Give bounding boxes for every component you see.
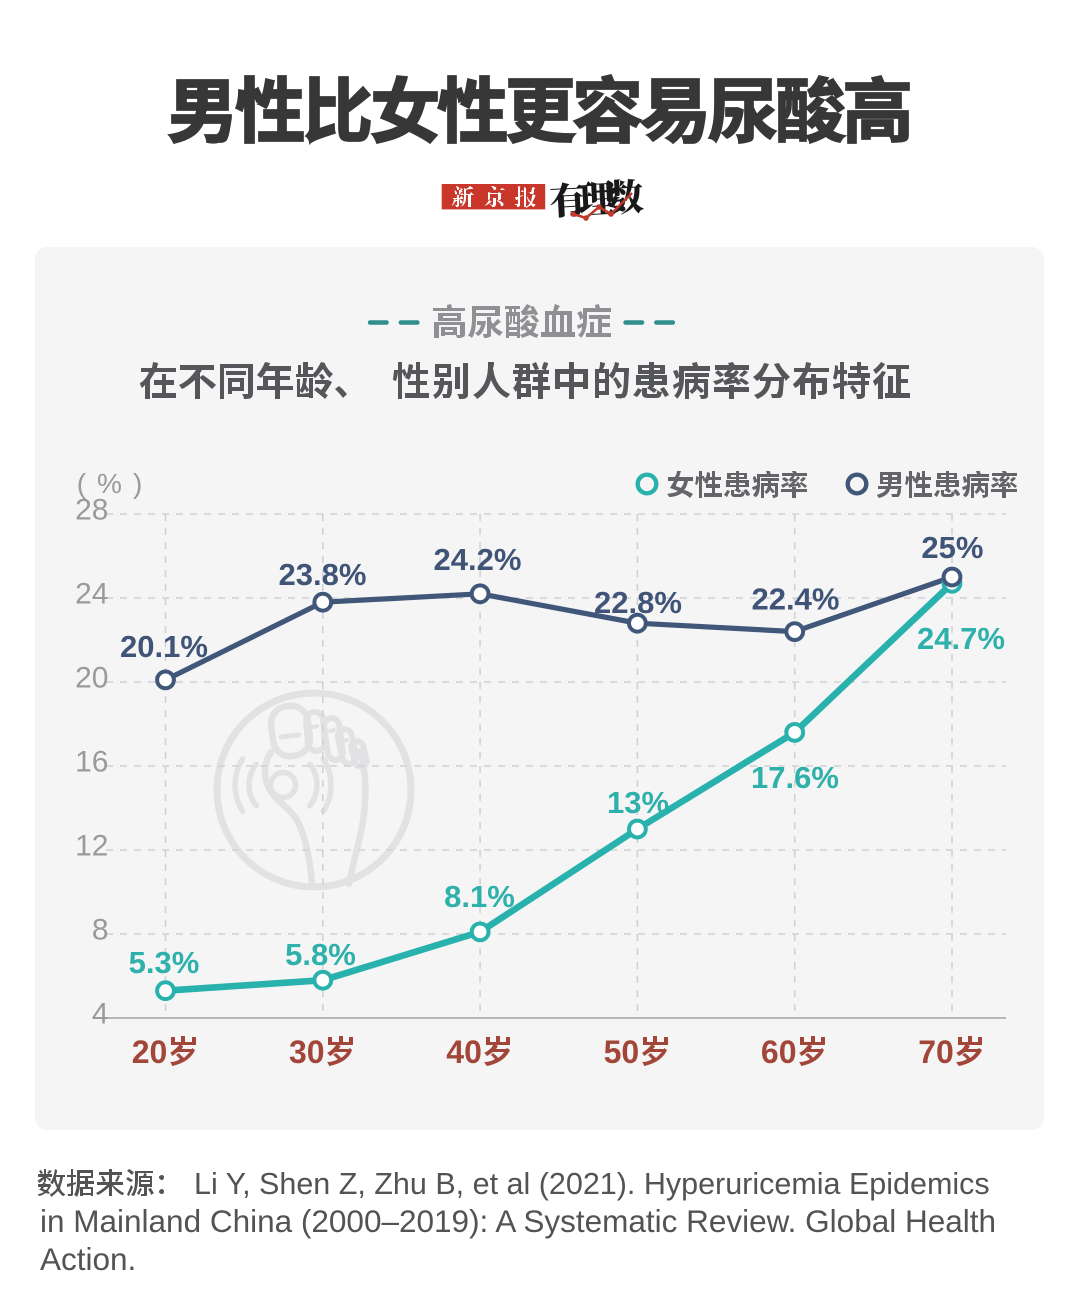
svg-text:60: 60 xyxy=(761,1034,797,1070)
svg-text:20: 20 xyxy=(132,1034,168,1070)
svg-text:50: 50 xyxy=(604,1034,640,1070)
svg-text:40: 40 xyxy=(446,1034,482,1070)
svg-text:70: 70 xyxy=(918,1034,954,1070)
svg-text:4: 4 xyxy=(92,998,109,1031)
svg-text:24.7%: 24.7% xyxy=(917,621,1005,656)
svg-text:Action.: Action. xyxy=(40,1241,136,1277)
svg-text:in Mainland China (2000–2019):: in Mainland China (2000–2019): A Systema… xyxy=(40,1203,996,1239)
svg-text:20: 20 xyxy=(75,662,108,695)
svg-text:16: 16 xyxy=(75,746,108,779)
svg-text:8.1%: 8.1% xyxy=(444,879,515,914)
svg-text:5.3%: 5.3% xyxy=(129,945,200,980)
svg-text:13%: 13% xyxy=(607,785,669,820)
svg-text:5.8%: 5.8% xyxy=(285,937,356,972)
svg-text:28: 28 xyxy=(75,494,108,527)
svg-text:23.8%: 23.8% xyxy=(279,557,367,592)
svg-text:8: 8 xyxy=(92,914,109,947)
svg-text:25%: 25% xyxy=(921,530,983,565)
svg-text:24: 24 xyxy=(75,578,108,611)
svg-text:17.6%: 17.6% xyxy=(751,760,839,795)
svg-text:22.8%: 22.8% xyxy=(594,585,682,620)
svg-text:Li Y, Shen Z, Zhu B, et al (20: Li Y, Shen Z, Zhu B, et al (2021). Hyper… xyxy=(194,1167,990,1201)
svg-text:(%): (%) xyxy=(77,468,154,499)
svg-text:12: 12 xyxy=(75,830,108,863)
svg-text:30: 30 xyxy=(289,1034,325,1070)
svg-text:22.4%: 22.4% xyxy=(752,582,840,617)
svg-text:20.1%: 20.1% xyxy=(120,629,208,664)
svg-text:24.2%: 24.2% xyxy=(434,542,522,577)
